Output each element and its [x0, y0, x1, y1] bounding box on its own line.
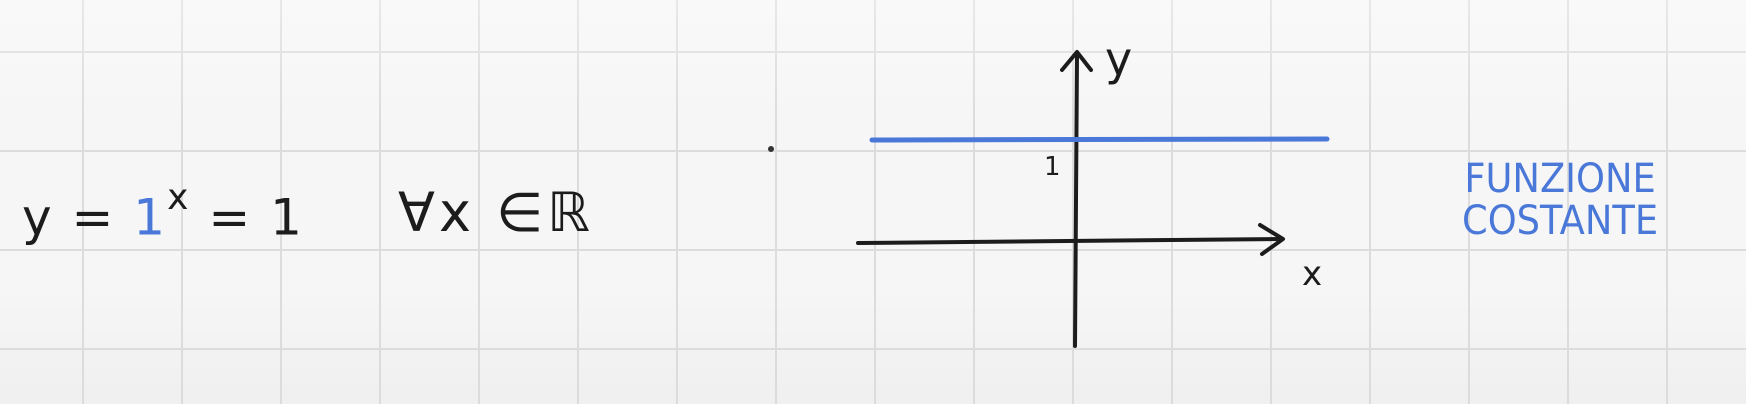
x-axis: [856, 237, 1284, 245]
stray-dot: [768, 146, 774, 152]
y-tick-label: 1: [1044, 152, 1061, 182]
quantifier-text: ∀x ∈ℝ: [398, 181, 594, 244]
x-axis-label: x: [1302, 254, 1322, 294]
equation-exponent: x: [167, 177, 191, 218]
y-axis-label: y: [1105, 32, 1132, 86]
equation-base: 1: [133, 188, 168, 247]
label-line-2: COSTANTE: [1462, 198, 1659, 244]
function-line: [869, 136, 1330, 143]
y-axis-arrow: [1060, 50, 1093, 72]
x-axis-arrow: [1258, 223, 1285, 256]
equation-rhs: = 1: [208, 188, 304, 247]
function-type-label: FUNZIONE COSTANTE: [1462, 158, 1658, 242]
label-line-1: FUNZIONE: [1464, 156, 1656, 202]
y-axis: [1073, 52, 1079, 348]
equation: y = 1x = 1: [22, 180, 304, 243]
equation-lhs: y =: [22, 188, 116, 247]
